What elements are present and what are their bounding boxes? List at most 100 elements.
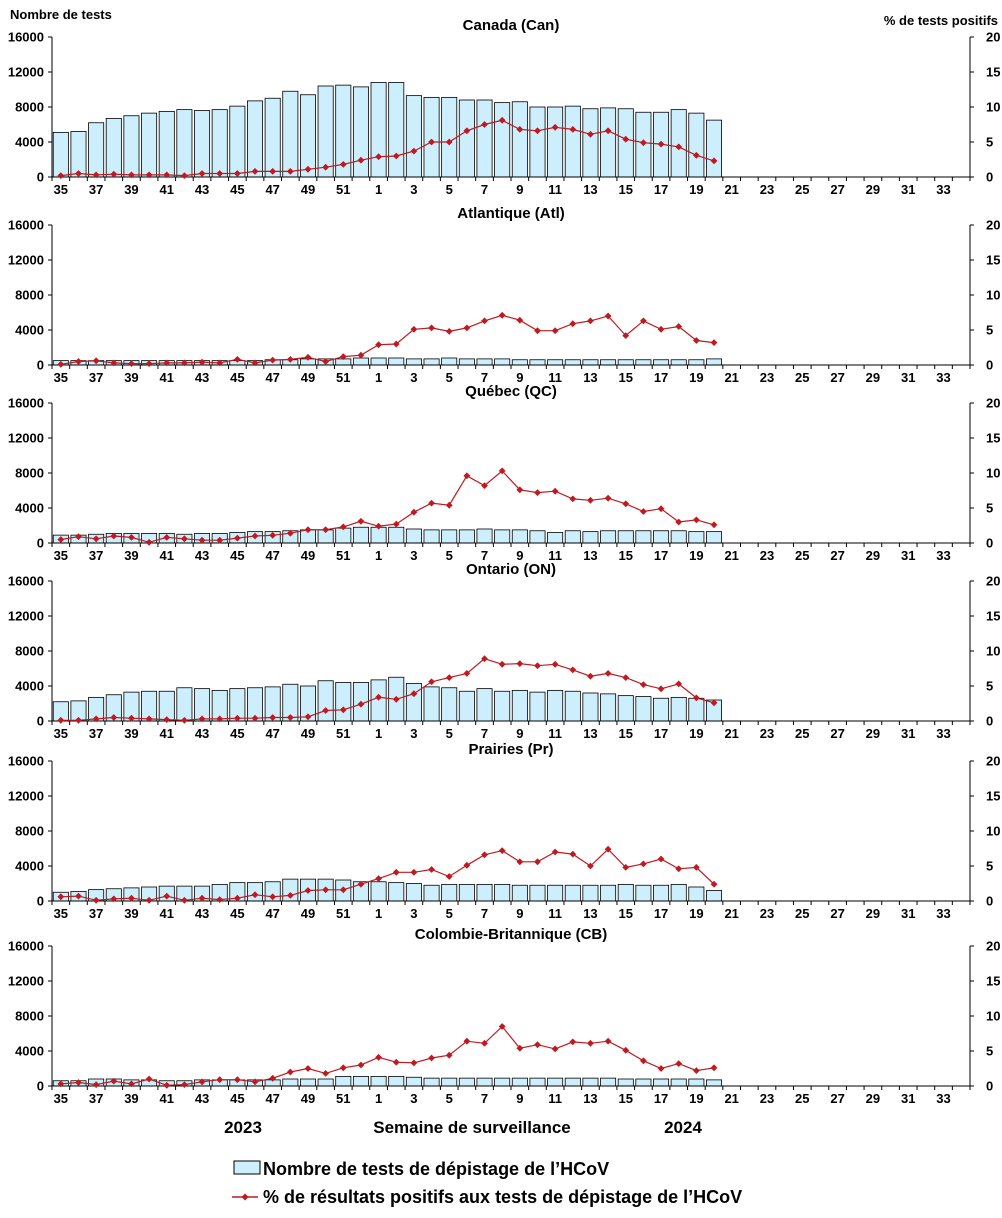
test-bar xyxy=(88,122,105,178)
percent-point xyxy=(75,170,82,177)
y-right-tick-label: 5 xyxy=(986,501,993,516)
test-bar xyxy=(670,359,687,366)
percent-point xyxy=(375,522,382,530)
test-bar xyxy=(635,359,652,366)
percent-point xyxy=(322,163,330,171)
percent-point xyxy=(339,523,347,531)
percent-point xyxy=(357,156,365,164)
percent-point xyxy=(640,317,647,325)
test-bar xyxy=(317,1078,334,1087)
percent-point xyxy=(57,1080,65,1088)
percent-point xyxy=(498,116,506,124)
test-bar xyxy=(458,358,475,366)
percent-point xyxy=(304,353,312,361)
y-left-tick-label: 0 xyxy=(37,358,44,373)
percent-point xyxy=(110,359,118,367)
percent-point xyxy=(604,494,612,502)
test-bar xyxy=(282,90,299,178)
test-bar xyxy=(441,883,458,902)
x-tick-label: 9 xyxy=(516,1091,523,1106)
percent-point xyxy=(463,861,471,869)
percent-point xyxy=(445,873,453,880)
test-bar xyxy=(476,358,493,366)
x-tick-label: 9 xyxy=(516,548,523,563)
x-tick-label: 19 xyxy=(689,906,703,921)
percent-point xyxy=(622,674,630,681)
percent-point xyxy=(322,707,330,714)
test-bar xyxy=(547,532,564,544)
x-tick-label: 39 xyxy=(124,370,138,385)
percent-point xyxy=(445,1051,453,1059)
x-tick-label: 43 xyxy=(195,548,209,563)
x-tick-label: 37 xyxy=(89,548,103,563)
percent-point xyxy=(145,360,153,367)
percent-point xyxy=(710,339,718,346)
y-left-tick-label: 0 xyxy=(37,714,44,729)
y-left-tick-label: 8000 xyxy=(15,644,44,659)
percent-point xyxy=(410,1059,418,1067)
test-bar xyxy=(388,526,405,544)
percent-point xyxy=(181,1081,188,1088)
x-tick-label: 25 xyxy=(795,1091,809,1106)
y-right-tick-label: 5 xyxy=(986,135,993,150)
test-bar xyxy=(670,696,687,722)
test-bar xyxy=(670,109,687,178)
y-right-tick-label: 20 xyxy=(986,754,1000,769)
test-bar xyxy=(688,112,705,178)
test-bar xyxy=(529,1077,546,1087)
percent-point xyxy=(322,886,330,894)
percent-point xyxy=(216,715,224,723)
x-tick-label: 23 xyxy=(760,1091,774,1106)
y-left-tick-label: 4000 xyxy=(15,679,44,694)
y-left-tick-label: 4000 xyxy=(15,501,44,516)
x-tick-label: 49 xyxy=(301,182,315,197)
y-left-tick-label: 8000 xyxy=(15,1009,44,1024)
percent-point xyxy=(534,127,541,135)
percent-point xyxy=(410,868,418,876)
test-bar xyxy=(52,131,69,178)
percent-point xyxy=(551,327,559,335)
test-bar xyxy=(706,358,723,366)
percent-point xyxy=(587,672,594,680)
percent-point xyxy=(216,536,224,544)
percent-point xyxy=(145,715,153,723)
x-tick-label: 13 xyxy=(583,370,597,385)
percent-point xyxy=(181,716,188,724)
test-bar xyxy=(476,883,493,902)
percent-point xyxy=(375,1053,382,1061)
percent-point xyxy=(181,896,188,904)
percent-point xyxy=(604,312,612,320)
percent-point xyxy=(304,526,312,534)
panel-title: Atlantique (Atl) xyxy=(457,205,564,222)
x-tick-label: 25 xyxy=(795,182,809,197)
y-left-tick-label: 16000 xyxy=(8,754,44,769)
y-left-title: Nombre de tests xyxy=(10,7,112,22)
x-tick-label: 15 xyxy=(619,726,633,741)
test-bar xyxy=(688,886,705,902)
test-bar xyxy=(635,884,652,902)
percent-point xyxy=(269,356,277,364)
y-left-tick-label: 8000 xyxy=(15,100,44,115)
test-bar xyxy=(529,106,546,178)
y-right-tick-label: 0 xyxy=(986,536,993,551)
percent-point xyxy=(75,533,82,541)
y-left-tick-label: 0 xyxy=(37,536,44,551)
percent-point xyxy=(339,706,347,714)
y-right-tick-label: 10 xyxy=(986,466,1000,481)
x-tick-label: 5 xyxy=(446,548,453,563)
x-tick-label: 19 xyxy=(689,182,703,197)
test-bar xyxy=(635,530,652,544)
panel-5: Colombie-Britannique (CB) 0 4000 8000 12000 1… xyxy=(8,926,1001,1106)
x-tick-label: 47 xyxy=(265,548,279,563)
x-tick-label: 45 xyxy=(230,370,244,385)
test-bar xyxy=(423,686,440,722)
percent-point xyxy=(392,1058,400,1066)
percent-point xyxy=(198,715,206,723)
y-right-tick-label: 15 xyxy=(986,789,1000,804)
percent-point xyxy=(498,467,506,475)
x-tick-label: 9 xyxy=(516,182,523,197)
x-tick-label: 13 xyxy=(583,726,597,741)
test-bar xyxy=(299,94,316,178)
test-bar xyxy=(547,106,564,178)
percent-point xyxy=(233,894,241,902)
